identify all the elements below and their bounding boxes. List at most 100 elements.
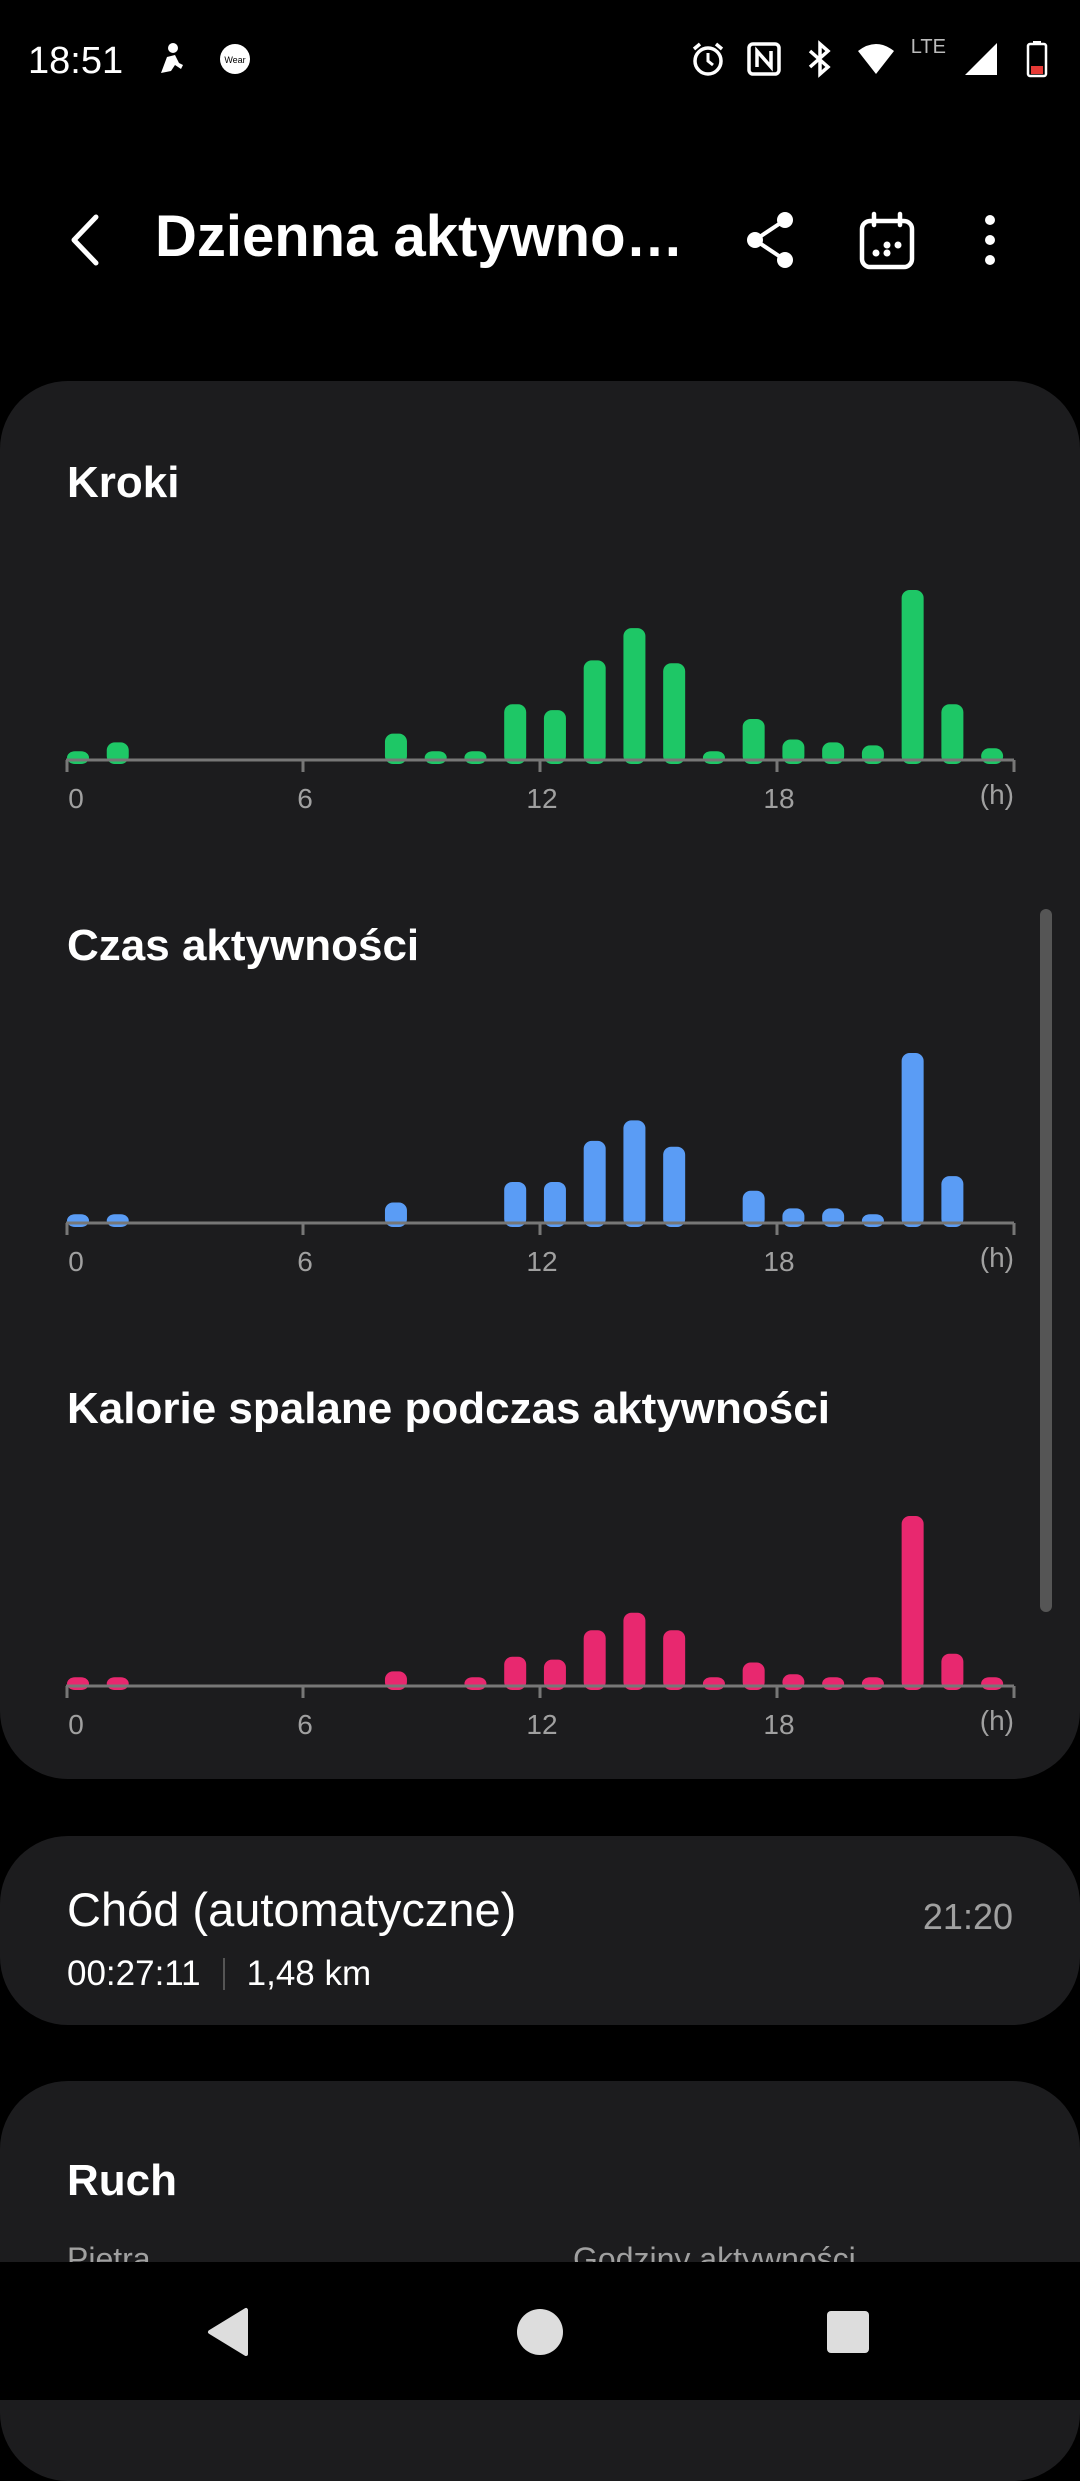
x-tick-label: 6 [297, 1246, 313, 1277]
bar-hour-15 [663, 663, 686, 764]
circle-home-icon [517, 2309, 563, 2355]
bar-hour-13 [583, 660, 606, 764]
bar-hour-10 [464, 1677, 487, 1690]
x-tick-label: 18 [763, 1709, 794, 1740]
activity-title: Chód (automatyczne) [67, 1883, 517, 1936]
x-tick-label: 0 [68, 1709, 84, 1740]
alarm-icon [687, 38, 729, 80]
bar-hour-13 [583, 1630, 606, 1690]
x-tick-label: 6 [297, 1709, 313, 1740]
bar-hour-11 [504, 704, 527, 764]
bar-hour-12 [543, 1659, 566, 1690]
bar-hour-16 [702, 1677, 725, 1690]
nfc-icon [743, 38, 785, 80]
bar-hour-21 [901, 590, 924, 764]
bar-hour-0 [67, 1214, 89, 1227]
bar-hour-22 [941, 704, 964, 764]
steps-chart: 0 6 12 18 (h) [65, 590, 1016, 814]
x-tick-label: 12 [526, 783, 557, 814]
x-tick-label: 12 [526, 1246, 557, 1277]
bar-hour-21 [901, 1053, 924, 1227]
x-tick-label: 12 [526, 1709, 557, 1740]
bar-hour-17 [742, 1190, 765, 1227]
nav-recents-button[interactable] [818, 2302, 878, 2362]
bar-hour-17 [742, 1662, 765, 1690]
calendar-button[interactable] [850, 205, 925, 280]
share-icon [747, 212, 793, 268]
x-axis-unit: (h) [980, 1705, 1014, 1736]
square-recents-icon [827, 2311, 869, 2353]
bar-hour-0 [67, 751, 89, 764]
bar-hour-0 [67, 1677, 89, 1690]
calendar-icon [859, 211, 915, 270]
network-type-label: LTE [910, 35, 946, 58]
active-time-chart: 0 6 12 18 (h) [65, 1053, 1016, 1277]
movement-title: Ruch [67, 2156, 177, 2205]
nav-back-button[interactable] [200, 2302, 260, 2362]
calories-chart: 0 6 12 18 (h) [65, 1516, 1016, 1740]
bar-hour-14 [623, 1120, 646, 1227]
bar-hour-15 [663, 1146, 686, 1227]
bar-hour-1 [106, 1214, 129, 1227]
scrollbar[interactable] [1040, 909, 1052, 1612]
bar-hour-12 [543, 710, 566, 764]
app-bar: Dzienna aktywno… [0, 165, 1080, 315]
bar-hour-21 [901, 1516, 924, 1690]
x-axis-unit: (h) [980, 1242, 1014, 1273]
bar-hour-14 [623, 628, 646, 764]
bar-hour-10 [464, 751, 487, 764]
chart-title: Kroki [67, 458, 180, 507]
bar-hour-15 [663, 1630, 686, 1690]
fitness-app-icon [150, 38, 192, 80]
bar-hour-20 [861, 1677, 884, 1690]
chart-title: Kalorie spalane podczas aktywności [67, 1384, 830, 1433]
walking-activity-card[interactable]: Chód (automatyczne) 21:20 00:27:11 1,48 … [0, 1836, 1080, 2025]
battery-icon [1016, 38, 1058, 80]
bar-hour-18 [782, 1674, 805, 1690]
bar-hour-17 [742, 718, 765, 764]
chevron-left-icon [71, 214, 99, 266]
bar-hour-23 [981, 1677, 1004, 1690]
signal-icon [960, 38, 1002, 80]
bar-hour-1 [106, 1677, 129, 1690]
x-tick-label: 0 [68, 1246, 84, 1277]
bar-hour-12 [543, 1181, 566, 1227]
bar-hour-23 [981, 748, 1004, 764]
page-title: Dzienna aktywno… [155, 204, 684, 269]
svg-text:Wear: Wear [224, 55, 245, 65]
share-button[interactable] [735, 205, 805, 275]
bar-hour-11 [504, 1181, 527, 1227]
nav-home-button[interactable] [510, 2302, 570, 2362]
activity-charts-card: Kroki 0 6 12 18 (h) Czas aktywności 0 6 12 18 (h… [0, 381, 1080, 1779]
x-axis-unit: (h) [980, 779, 1014, 810]
bar-hour-9 [424, 751, 447, 764]
activity-duration: 00:27:11 [67, 1954, 201, 1993]
x-tick-label: 6 [297, 783, 313, 814]
triangle-back-icon [208, 2308, 248, 2356]
more-options-button[interactable] [955, 205, 1025, 275]
wifi-icon [855, 38, 897, 80]
system-nav-bar [0, 2262, 1080, 2400]
bar-hour-8 [384, 733, 407, 764]
wear-app-icon: Wear [214, 38, 256, 80]
x-tick-label: 0 [68, 783, 84, 814]
chart-title: Czas aktywności [67, 921, 420, 970]
bar-hour-14 [623, 1612, 646, 1690]
bar-hour-8 [384, 1202, 407, 1227]
back-button[interactable] [52, 205, 122, 275]
x-tick-label: 18 [763, 783, 794, 814]
bar-hour-19 [822, 1677, 845, 1690]
bar-hour-22 [941, 1653, 964, 1690]
bar-hour-22 [941, 1176, 964, 1227]
bar-hour-18 [782, 739, 805, 764]
activity-distance: 1,48 km [246, 1954, 372, 1993]
divider [222, 1958, 225, 1990]
bar-hour-13 [583, 1140, 606, 1227]
more-vertical-icon [985, 215, 995, 265]
activity-time: 21:20 [922, 1896, 1013, 1937]
bluetooth-icon [799, 38, 841, 80]
bar-hour-11 [504, 1656, 527, 1690]
bar-hour-16 [702, 751, 725, 764]
bar-hour-20 [861, 1214, 884, 1227]
status-bar: 18:51 Wear LTE [0, 0, 1080, 125]
